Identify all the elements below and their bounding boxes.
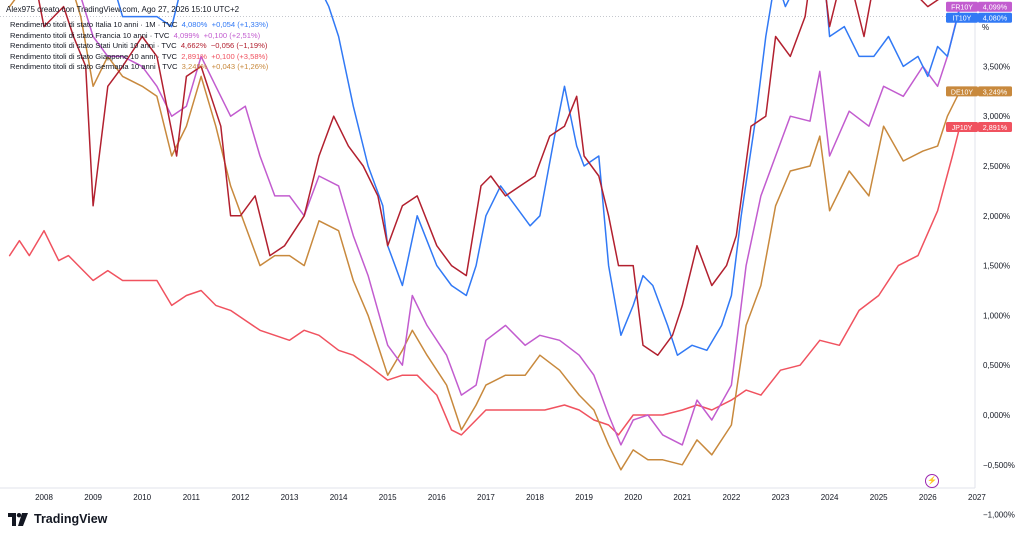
legend-change: −0,056 (−1,19%) (210, 41, 268, 51)
y-tick-label: 1,000% (983, 311, 1010, 320)
badge-value: 3,249% (983, 87, 1008, 96)
lightning-icon[interactable]: ⚡ (925, 474, 939, 488)
x-tick-label: 2013 (281, 493, 299, 502)
legend-change: +0,100 (+3,58%) (211, 51, 268, 61)
legend-name: Rendimento titoli di stato Giappone 10 a… (10, 51, 178, 61)
x-tick-label: 2018 (526, 493, 544, 502)
series-line-fr10y[interactable] (10, 0, 961, 446)
x-tick-label: 2016 (428, 493, 446, 502)
legend-change: +0,054 (+1,33%) (211, 20, 269, 29)
badge-ticker: IT10Y (953, 16, 972, 23)
brand-name: TradingView (34, 512, 108, 526)
legend-name: Rendimento titoli di stato Italia 10 ann… (10, 20, 178, 29)
badge-ticker: JP10Y (952, 125, 973, 132)
x-tick-label: 2021 (673, 493, 691, 502)
x-tick-label: 2015 (379, 493, 397, 502)
brand-logo[interactable]: TradingView (8, 512, 107, 526)
x-tick-label: 2023 (772, 493, 790, 502)
x-tick-label: 2017 (477, 493, 495, 502)
legend-name: Rendimento titoli di stato Francia 10 an… (10, 30, 170, 40)
legend-row-giappone[interactable]: Rendimento titoli di stato Giappone 10 a… (10, 52, 268, 63)
legend-name: Rendimento titoli di stato Germania 10 a… (10, 62, 178, 72)
y-tick-label: 1,500% (983, 262, 1010, 271)
y-tick-label: 2,500% (983, 162, 1010, 171)
legend-value: 3,249% (181, 62, 208, 72)
series-line-it10y[interactable] (10, 0, 961, 356)
last-value-badge-it10y: IT10Y 4,080% (946, 12, 1012, 23)
x-tick-label: 2019 (575, 493, 593, 502)
x-tick-label: 2024 (821, 493, 839, 502)
series-line-de10y[interactable] (8, 0, 961, 471)
legend-row-italia[interactable]: Rendimento titoli di stato Italia 10 ann… (10, 20, 268, 31)
badge-ticker: DE10Y (951, 89, 974, 96)
badge-value: 4,080% (983, 14, 1008, 23)
legend-change: +0,043 (+1,26%) (211, 62, 269, 72)
badge-ticker: FR10Y (951, 5, 973, 12)
x-tick-label: 2010 (133, 493, 151, 502)
tv-logo-icon (8, 512, 28, 526)
legend-value: 4,662% (180, 41, 207, 51)
x-tick-label: 2025 (870, 493, 888, 502)
legend-value: 4,080% (181, 20, 208, 29)
legend-row-stati-uniti[interactable]: Rendimento titoli di stato Stati Uniti 1… (10, 41, 268, 52)
badge-value: 2,891% (983, 123, 1008, 132)
x-tick-label: 2008 (35, 493, 53, 502)
y-axis-unit: % (982, 23, 989, 32)
series-line-us10y[interactable] (10, 0, 960, 356)
x-tick-label: 2011 (183, 493, 201, 502)
badge-value: 4,099% (983, 3, 1008, 12)
x-tick-label: 2026 (919, 493, 937, 502)
legend: Rendimento titoli di stato Italia 10 ann… (10, 20, 268, 73)
last-value-badge-fr10y: FR10Y 4,099% (946, 1, 1012, 12)
last-value-badge-jp10y: JP10Y 2,891% (946, 122, 1012, 133)
chart-header: Alex975 creato con TradingView.com, Ago … (6, 5, 240, 14)
last-value-labels: US10Y4,662%FR10Y4,099%IT10Y4,080%DE10Y3,… (946, 1, 1012, 133)
x-tick-label: 2012 (232, 493, 250, 502)
legend-change: +0,100 (+2,51%) (203, 30, 261, 40)
x-tick-label: 2022 (723, 493, 741, 502)
y-tick-label: 0,000% (983, 411, 1010, 420)
series-lines (8, 0, 961, 471)
legend-value: 2,891% (181, 51, 208, 61)
y-tick-label: 3,500% (983, 62, 1010, 71)
series-line-jp10y[interactable] (8, 126, 961, 436)
y-tick-label: 2,000% (983, 212, 1010, 221)
x-axis: 2008 2009 2010 2011 2012 2013 2014 2015 2016 2017… (35, 493, 986, 502)
x-tick-label: 2014 (330, 493, 348, 502)
legend-value: 4,099% (173, 30, 200, 40)
last-value-badge-de10y: DE10Y 3,249% (946, 86, 1012, 97)
y-tick-label: 0,500% (983, 361, 1010, 370)
x-tick-label: 2020 (624, 493, 642, 502)
legend-name: Rendimento titoli di stato Stati Uniti 1… (10, 41, 177, 51)
legend-row-francia[interactable]: Rendimento titoli di stato Francia 10 an… (10, 31, 268, 42)
x-tick-label: 2009 (84, 493, 102, 502)
y-tick-label: −1,000% (983, 511, 1015, 520)
legend-row-germania[interactable]: Rendimento titoli di stato Germania 10 a… (10, 62, 268, 73)
y-tick-label: −0,500% (983, 461, 1015, 470)
y-tick-label: 3,000% (983, 112, 1010, 121)
x-tick-label: 2027 (968, 493, 986, 502)
